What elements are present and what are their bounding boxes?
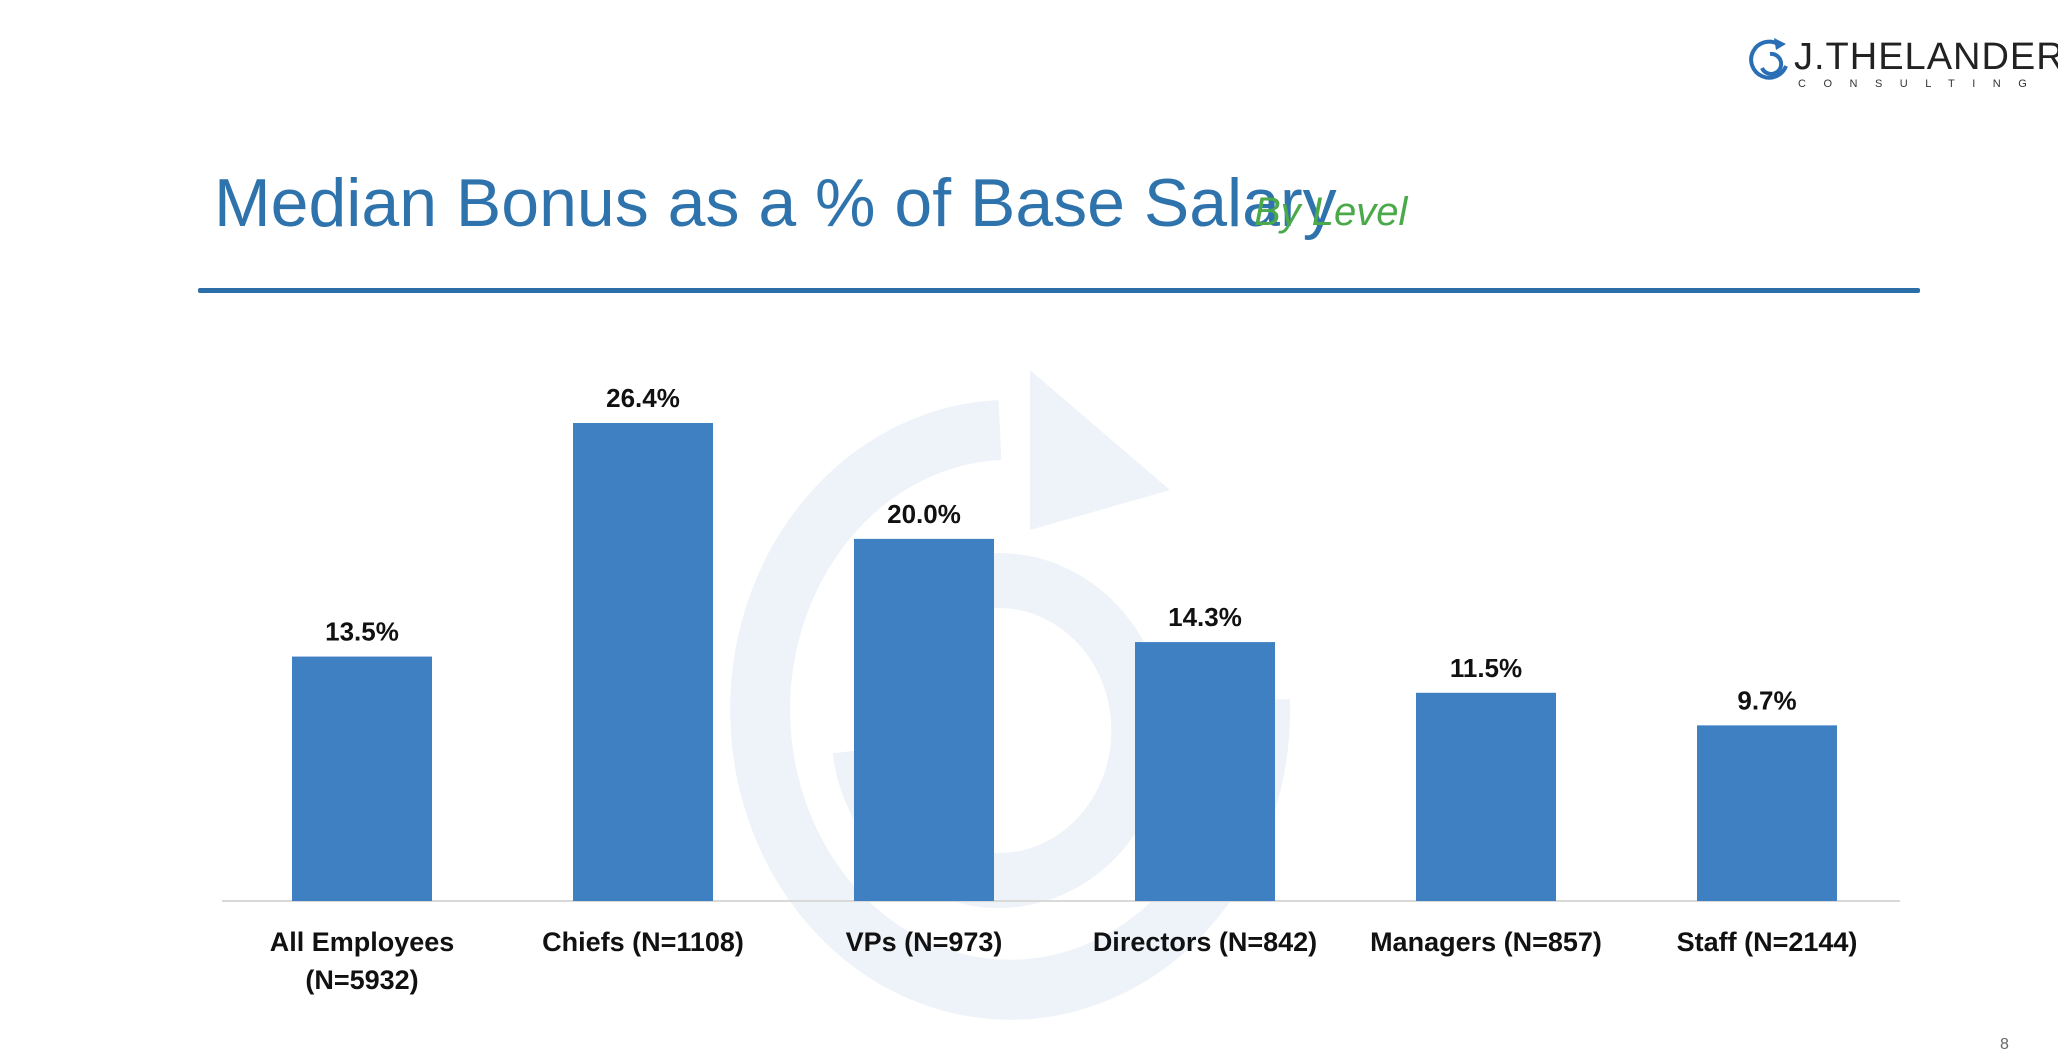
- logo-tagline: CONSULTING: [1798, 78, 2045, 90]
- category-label-0-line-0: All Employees: [270, 927, 455, 957]
- category-label-5: Staff (N=2144): [1677, 927, 1858, 957]
- bar-1: [573, 423, 713, 901]
- company-logo: J.THELANDER CONSULTING: [1748, 34, 2058, 94]
- page-number-fragment: 8: [2000, 1036, 2009, 1053]
- value-label-2: 20.0%: [887, 499, 961, 529]
- category-label-2: VPs (N=973): [846, 927, 1003, 957]
- category-label-4: Managers (N=857): [1370, 927, 1602, 957]
- logo-name: J.THELANDER: [1794, 36, 2058, 78]
- value-label-3: 14.3%: [1168, 602, 1242, 632]
- bar-3: [1135, 642, 1275, 901]
- value-label-1: 26.4%: [606, 383, 680, 413]
- value-label-0: 13.5%: [325, 617, 399, 647]
- bar-0: [292, 656, 432, 901]
- title-divider: [198, 288, 1920, 293]
- category-label-0-line-1: (N=5932): [305, 965, 418, 995]
- bar-4: [1416, 692, 1556, 901]
- bar-5: [1697, 725, 1837, 901]
- chart-title: Median Bonus as a % of Base Salary: [214, 165, 1337, 241]
- spiral-arrow-icon: [1749, 38, 1788, 80]
- chart-subtitle: By Level: [1254, 190, 1408, 234]
- bar-2: [854, 538, 994, 901]
- category-label-1: Chiefs (N=1108): [542, 927, 744, 957]
- value-label-4: 11.5%: [1450, 653, 1522, 683]
- category-label-3: Directors (N=842): [1093, 927, 1317, 957]
- value-label-5: 9.7%: [1737, 685, 1796, 715]
